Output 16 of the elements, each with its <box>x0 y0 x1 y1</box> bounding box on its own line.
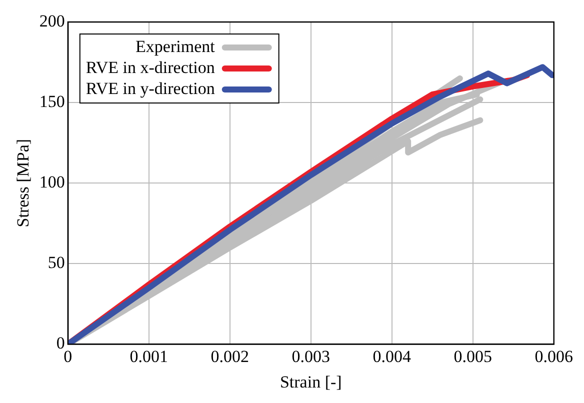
x-tick-label: 0.003 <box>292 346 330 366</box>
y-tick-label: 100 <box>39 172 65 192</box>
x-tick-label: 0.002 <box>210 346 250 366</box>
x-tick-label: 0.001 <box>130 346 168 366</box>
legend-label: RVE in x-direction <box>86 58 216 77</box>
y-tick-label: 150 <box>39 92 65 112</box>
x-tick-label: 0.005 <box>454 346 492 366</box>
y-tick-label: 50 <box>48 253 65 272</box>
x-tick-label: 0.004 <box>372 346 412 366</box>
y-tick-label: 200 <box>39 11 65 30</box>
x-axis-title: Strain [-] <box>280 372 342 392</box>
y-tick-label: 0 <box>56 334 65 353</box>
legend-label: Experiment <box>136 36 216 56</box>
y-axis-title: Stress [MPa] <box>14 138 33 228</box>
x-tick-label: 0.006 <box>534 346 573 366</box>
legend-label: RVE in y-direction <box>86 78 216 98</box>
